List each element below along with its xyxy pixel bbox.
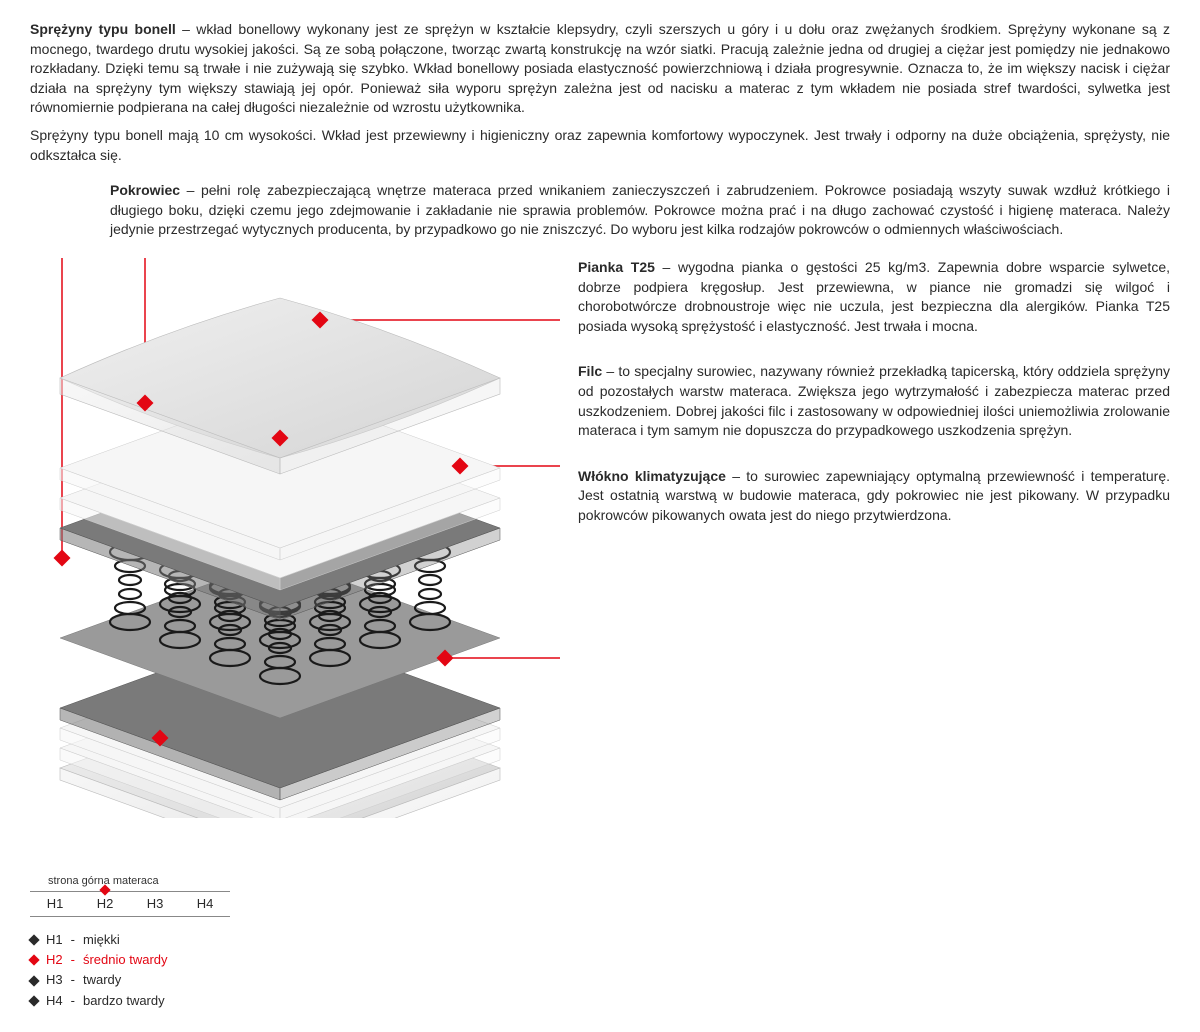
legend-h3-label: twardy xyxy=(83,971,121,989)
callout-pianka: Pianka T25 – wygodna pianka o gęstości 2… xyxy=(578,258,1170,336)
pokrowiec-heading: Pokrowiec xyxy=(110,182,180,198)
intro-text-1: – wkład bonellowy wykonany jest ze spręż… xyxy=(30,21,1170,115)
callouts-column: Pianka T25 – wygodna pianka o gęstości 2… xyxy=(578,258,1170,824)
legend-h3-code: H3 xyxy=(46,971,63,989)
callout-filc: Filc – to specjalny surowiec, nazywany r… xyxy=(578,362,1170,440)
callout-wlokno: Włókno klimatyzujące – to surowiec zapew… xyxy=(578,467,1170,526)
intro-heading: Sprężyny typu bonell xyxy=(30,21,176,37)
callout-pianka-heading: Pianka T25 xyxy=(578,259,655,275)
callout-filc-heading: Filc xyxy=(578,363,602,379)
legend-h1-label: miękki xyxy=(83,931,120,949)
legend-h4-label: bardzo twardy xyxy=(83,992,165,1010)
callout-filc-text: – to specjalny surowiec, nazywany równie… xyxy=(578,363,1170,438)
intro-paragraph-1: Sprężyny typu bonell – wkład bonellowy w… xyxy=(30,20,1170,118)
pokrowiec-paragraph: Pokrowiec – pełni rolę zabezpieczającą w… xyxy=(110,181,1170,240)
hardness-cell-h1: H1 xyxy=(30,892,80,916)
legend-h2: H2 - średnio twardy xyxy=(30,951,1170,969)
callout-pianka-text: – wygodna pianka o gęstości 25 kg/m3. Za… xyxy=(578,259,1170,334)
hardness-cell-h4: H4 xyxy=(180,892,230,916)
hardness-cell-h3: H3 xyxy=(130,892,180,916)
hardness-section: strona górna materaca H1 H2 H3 H4 H1 - m… xyxy=(30,874,1170,1010)
legend-h2-label: średnio twardy xyxy=(83,951,168,969)
diamond-icon xyxy=(28,955,39,966)
mattress-diagram xyxy=(30,258,560,824)
pokrowiec-text: – pełni rolę zabezpieczającą wnętrze mat… xyxy=(110,182,1170,237)
marker-sprezyny-left xyxy=(54,549,71,566)
diagram-section: Pianka T25 – wygodna pianka o gęstości 2… xyxy=(30,258,1170,824)
legend-h3: H3 - twardy xyxy=(30,971,1170,989)
hardness-legend: H1 - miękki H2 - średnio twardy H3 - twa… xyxy=(30,931,1170,1010)
intro-paragraph-2: Sprężyny typu bonell mają 10 cm wysokośc… xyxy=(30,126,1170,165)
legend-h4-code: H4 xyxy=(46,992,63,1010)
hardness-cell-h2: H2 xyxy=(80,892,130,916)
legend-h2-code: H2 xyxy=(46,951,63,969)
callout-wlokno-heading: Włókno klimatyzujące xyxy=(578,468,726,484)
hardness-side-label: strona górna materaca xyxy=(48,874,1170,889)
diamond-icon xyxy=(28,935,39,946)
exploded-layers-svg xyxy=(30,258,560,818)
hardness-scale: H1 H2 H3 H4 xyxy=(30,891,230,917)
legend-h4: H4 - bardzo twardy xyxy=(30,992,1170,1010)
diamond-icon xyxy=(28,975,39,986)
diamond-icon xyxy=(28,995,39,1006)
legend-h1: H1 - miękki xyxy=(30,931,1170,949)
legend-h1-code: H1 xyxy=(46,931,63,949)
